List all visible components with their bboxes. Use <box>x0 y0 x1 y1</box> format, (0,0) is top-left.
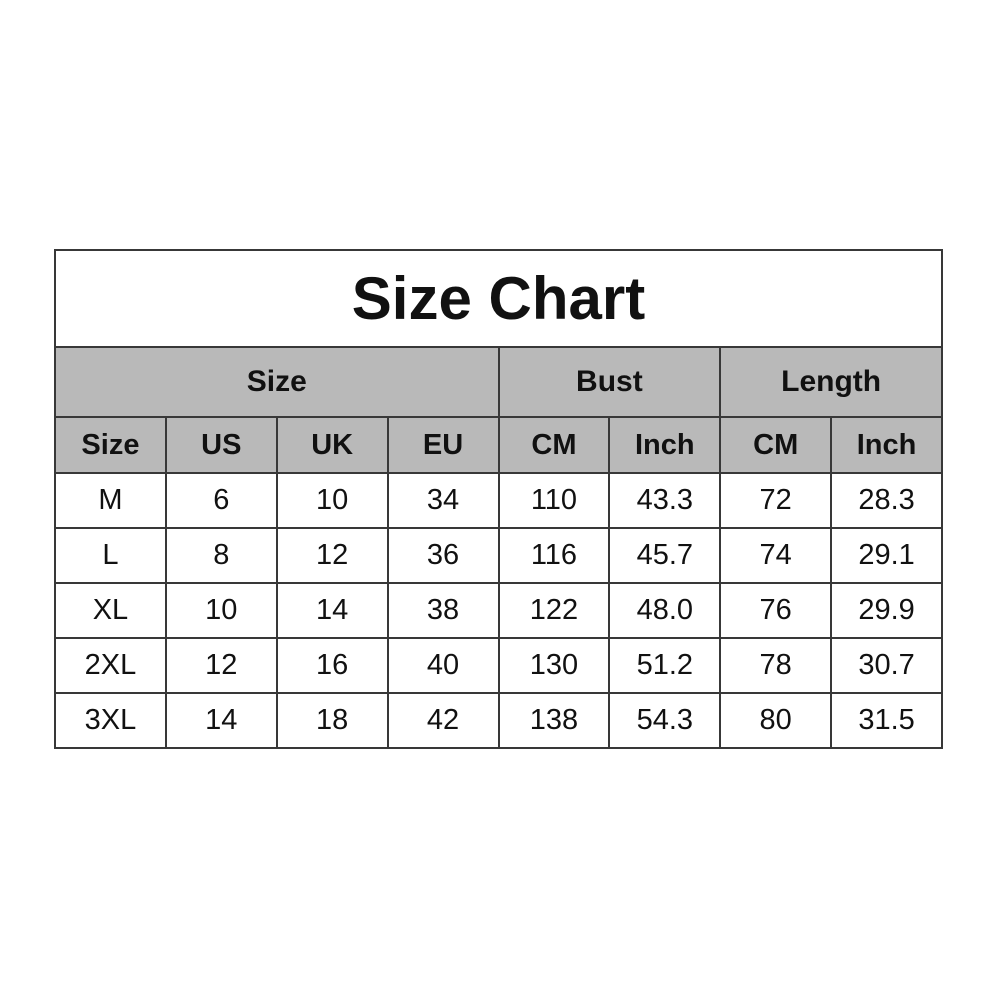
table-row: M 6 10 34 110 43.3 72 28.3 <box>54 472 943 529</box>
table-cell: 2XL <box>54 637 167 694</box>
table-cell: XL <box>54 582 167 639</box>
table-cell: 38 <box>386 582 500 639</box>
table-cell: 3XL <box>54 692 167 749</box>
group-header-size: Size <box>54 346 500 418</box>
table-cell: 54.3 <box>608 692 722 749</box>
table-cell: 34 <box>386 472 500 529</box>
table-cell: 10 <box>164 582 278 639</box>
column-header-bust-inch: Inch <box>608 416 722 474</box>
table-cell: 28.3 <box>830 472 943 529</box>
table-cell: 31.5 <box>830 692 943 749</box>
table-cell: 18 <box>275 692 389 749</box>
table-cell: 116 <box>497 527 611 584</box>
table-cell: 14 <box>164 692 278 749</box>
table-cell: 29.9 <box>830 582 943 639</box>
column-header-size: Size <box>54 416 167 474</box>
table-cell: 110 <box>497 472 611 529</box>
table-cell: 78 <box>719 637 833 694</box>
table-cell: 16 <box>275 637 389 694</box>
table-cell: 42 <box>386 692 500 749</box>
column-header-length-cm: CM <box>719 416 833 474</box>
size-chart: Size Chart Size Bust Length Size US UK E… <box>54 249 943 749</box>
column-header-length-inch: Inch <box>830 416 943 474</box>
table-cell: 72 <box>719 472 833 529</box>
table-cell: 40 <box>386 637 500 694</box>
table-cell: 48.0 <box>608 582 722 639</box>
table-cell: 122 <box>497 582 611 639</box>
table-cell: 51.2 <box>608 637 722 694</box>
group-header-length: Length <box>719 346 943 418</box>
table-cell: 76 <box>719 582 833 639</box>
group-header-bust: Bust <box>497 346 722 418</box>
table-row: 3XL 14 18 42 138 54.3 80 31.5 <box>54 692 943 749</box>
table-cell: 43.3 <box>608 472 722 529</box>
table-cell: 130 <box>497 637 611 694</box>
title-row: Size Chart <box>54 249 943 348</box>
table-cell: L <box>54 527 167 584</box>
group-header-row: Size Bust Length <box>54 346 943 418</box>
column-header-bust-cm: CM <box>497 416 611 474</box>
column-header-row: Size US UK EU CM Inch CM Inch <box>54 416 943 474</box>
table-cell: 36 <box>386 527 500 584</box>
table-cell: 30.7 <box>830 637 943 694</box>
table-row: XL 10 14 38 122 48.0 76 29.9 <box>54 582 943 639</box>
table-cell: 12 <box>164 637 278 694</box>
table-cell: 8 <box>164 527 278 584</box>
table-cell: 45.7 <box>608 527 722 584</box>
table-cell: 10 <box>275 472 389 529</box>
table-cell: 80 <box>719 692 833 749</box>
table-cell: 74 <box>719 527 833 584</box>
table-row: L 8 12 36 116 45.7 74 29.1 <box>54 527 943 584</box>
table-row: 2XL 12 16 40 130 51.2 78 30.7 <box>54 637 943 694</box>
table-cell: 6 <box>164 472 278 529</box>
column-header-us: US <box>164 416 278 474</box>
table-title: Size Chart <box>54 249 943 348</box>
table-cell: 14 <box>275 582 389 639</box>
table-cell: 29.1 <box>830 527 943 584</box>
column-header-uk: UK <box>275 416 389 474</box>
table-cell: 12 <box>275 527 389 584</box>
column-header-eu: EU <box>386 416 500 474</box>
table-cell: M <box>54 472 167 529</box>
size-chart-table: Size Chart Size Bust Length Size US UK E… <box>54 249 943 749</box>
table-cell: 138 <box>497 692 611 749</box>
